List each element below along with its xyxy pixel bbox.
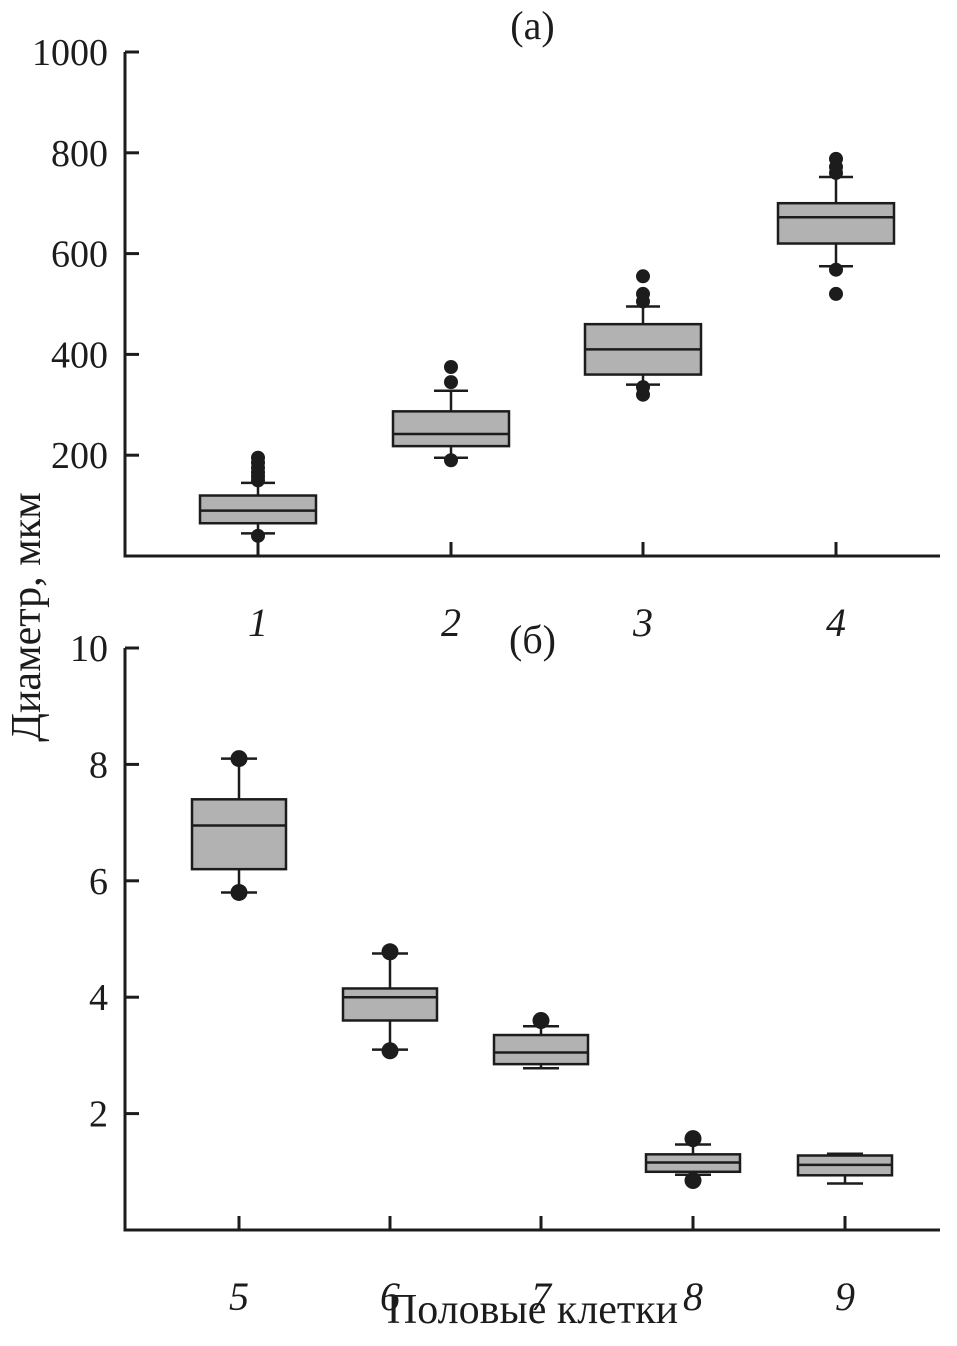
y-tick-label: 600 bbox=[51, 234, 108, 276]
boxplot-category-1 bbox=[198, 450, 318, 543]
outlier-dot bbox=[636, 286, 650, 301]
y-axis-label: Диаметр, мкм bbox=[4, 492, 50, 742]
outlier-dot bbox=[444, 453, 458, 468]
panel-b-axes: 2 4 6 8 10 5 6 7 8 9 bbox=[70, 628, 940, 1319]
outlier-dot bbox=[684, 1172, 702, 1190]
y-tick-label: 2 bbox=[89, 1094, 108, 1136]
boxplot-category-7 bbox=[492, 1011, 590, 1070]
boxplot-category-9 bbox=[796, 1152, 894, 1185]
panel-a-title: (а) bbox=[510, 3, 555, 48]
iqr-box bbox=[198, 494, 318, 525]
y-tick-label: 1000 bbox=[32, 32, 108, 74]
outlier-dot bbox=[381, 943, 399, 961]
outlier-dot bbox=[444, 360, 458, 374]
outlier-dot bbox=[532, 1011, 550, 1029]
outlier-dot bbox=[230, 883, 248, 901]
outlier-dot bbox=[230, 750, 248, 768]
iqr-box bbox=[492, 1033, 590, 1066]
outlier-dot bbox=[829, 151, 843, 166]
x-tick-label: 3 bbox=[632, 600, 653, 645]
panel-b-title: (б) bbox=[509, 617, 556, 662]
y-tick-label: 800 bbox=[51, 133, 108, 175]
iqr-box bbox=[190, 798, 288, 871]
iqr-box bbox=[341, 987, 439, 1022]
boxplot-category-6 bbox=[341, 943, 439, 1060]
outlier-dot bbox=[636, 269, 650, 284]
boxplot-category-3 bbox=[583, 269, 703, 402]
x-tick-label: 2 bbox=[441, 600, 461, 645]
outlier-dot bbox=[829, 262, 843, 277]
outlier-dot bbox=[251, 528, 265, 543]
x-axis-label: Половые клетки bbox=[386, 1287, 679, 1333]
boxplot-category-5 bbox=[190, 750, 288, 901]
outlier-dot bbox=[444, 375, 458, 390]
y-tick-label: 400 bbox=[51, 334, 108, 376]
iqr-box bbox=[776, 201, 896, 245]
outlier-dot bbox=[251, 450, 265, 465]
x-tick-label: 1 bbox=[248, 600, 268, 645]
outlier-dot bbox=[829, 286, 843, 301]
boxplot-category-4 bbox=[776, 151, 896, 301]
x-tick-label: 7 bbox=[531, 1274, 553, 1319]
outlier-dot bbox=[636, 387, 650, 402]
outlier-dot bbox=[381, 1042, 399, 1060]
y-tick-label: 10 bbox=[70, 628, 108, 670]
x-tick-label: 6 bbox=[380, 1274, 400, 1319]
y-tick-label: 8 bbox=[89, 744, 108, 786]
boxplot-category-2 bbox=[391, 360, 511, 468]
panel-a-axes: 200 400 600 800 1000 1 2 3 4 bbox=[32, 32, 940, 645]
x-tick-label: 5 bbox=[229, 1274, 249, 1319]
y-tick-label: 4 bbox=[89, 977, 108, 1019]
x-tick-label: 8 bbox=[683, 1274, 703, 1319]
y-tick-label: 200 bbox=[51, 435, 108, 477]
outlier-dot bbox=[684, 1130, 702, 1148]
y-tick-label: 6 bbox=[89, 861, 108, 903]
iqr-box bbox=[391, 410, 511, 448]
boxplot-category-8 bbox=[644, 1130, 742, 1190]
x-tick-label: 9 bbox=[835, 1274, 855, 1319]
x-tick-label: 4 bbox=[826, 600, 846, 645]
